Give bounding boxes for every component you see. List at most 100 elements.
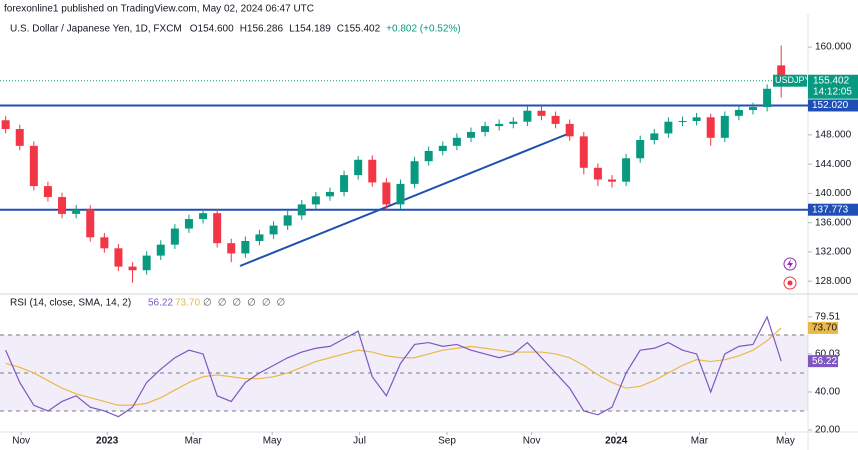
candle-body (410, 161, 419, 184)
last-price-box (808, 74, 858, 99)
header-value: H156.286 (240, 24, 284, 35)
candle-body (749, 107, 758, 110)
candle-body (156, 244, 165, 256)
x-tick-label: Nov (12, 436, 30, 447)
y-tick-label: 148.000 (815, 130, 852, 141)
candle-body (777, 65, 786, 81)
candle-body (227, 243, 236, 254)
alert-bolt (787, 259, 793, 269)
candle-body (255, 234, 264, 241)
y-tick-label: 132.000 (815, 247, 852, 258)
candle-body (678, 120, 687, 122)
rsi-value-label: 73.70 (812, 323, 837, 334)
y-tick-label: 60.03 (815, 349, 840, 360)
candle-body (128, 266, 137, 271)
candle-body (424, 150, 433, 162)
rsi-value-label: 56.22 (812, 356, 837, 367)
candle-body (340, 175, 349, 192)
rsi-line (5, 315, 782, 418)
candle-body (1, 120, 10, 130)
rsi-value: 56.22 (148, 298, 173, 309)
candle-body (537, 110, 546, 116)
rsi-line (5, 327, 782, 406)
candle-body (706, 117, 715, 138)
x-tick-label: Nov (523, 436, 541, 447)
y-tick-label: 144.000 (815, 159, 852, 170)
header-value: O154.600 (190, 24, 234, 35)
candle-body (763, 88, 772, 108)
candle-body (720, 115, 729, 138)
candle-body (241, 240, 250, 254)
header-value: +0.802 (+0.52%) (386, 24, 461, 35)
trendline (239, 132, 571, 267)
candle-body (58, 197, 67, 214)
candle-body (495, 123, 504, 127)
y-tick-label: 128.000 (815, 276, 852, 287)
candle-body (565, 123, 574, 137)
x-tick-label: 2023 (96, 436, 119, 447)
candle-body (311, 196, 320, 205)
chart-title: U.S. Dollar / Japanese Yen, 1D, FXCM (10, 24, 182, 35)
rsi-value-box (808, 321, 838, 334)
y-tick-label: 79.51 (815, 312, 840, 323)
candle-body (622, 158, 631, 182)
countdown-label: 14:12:05 (813, 86, 852, 97)
candle-body (142, 255, 151, 271)
candle-body (213, 213, 222, 244)
candle-body (636, 140, 645, 159)
price-label: 137.773 (812, 204, 849, 215)
candle-body (297, 204, 306, 216)
x-tick-label: Mar (691, 436, 709, 447)
last-price-label: 155.402 (813, 75, 850, 86)
candle-body (579, 136, 588, 168)
candle-body (72, 209, 81, 214)
candle-body (184, 219, 193, 229)
candle-body (650, 133, 659, 140)
candle-body (100, 237, 109, 249)
candle-body (269, 225, 278, 235)
candle-body (523, 110, 532, 122)
x-tick-label: May (776, 436, 795, 447)
candle-body (466, 131, 475, 138)
alert-icon[interactable] (783, 257, 797, 271)
header-value: C155.402 (337, 24, 381, 35)
candle-body (368, 159, 377, 183)
candle-body (452, 137, 461, 146)
y-tick-label: 160.000 (815, 42, 852, 53)
candle-body (170, 228, 179, 245)
candle-body (29, 145, 38, 187)
candle-body (593, 167, 602, 180)
rsi-value-box (808, 355, 838, 368)
y-tick-label: 40.00 (815, 387, 840, 398)
candle-body (382, 182, 391, 205)
y-tick-label: 20.00 (815, 425, 840, 436)
record-icon[interactable] (783, 276, 797, 290)
x-tick-label: 2024 (605, 436, 628, 447)
y-tick-label: 140.000 (815, 188, 852, 199)
candle-body (396, 183, 405, 205)
x-tick-label: May (263, 436, 282, 447)
y-tick-label: 136.000 (815, 217, 852, 228)
price-label: 152.020 (812, 100, 849, 111)
x-tick-label: Mar (185, 436, 203, 447)
symbol-box (773, 74, 807, 87)
price-label-box (808, 203, 858, 216)
candle-body (481, 126, 490, 132)
candle-body (43, 186, 52, 198)
x-tick-label: Sep (438, 436, 456, 447)
candle-body (509, 121, 518, 124)
na-icons: ∅∅∅∅∅∅ (203, 298, 291, 309)
x-tick-label: Jul (353, 436, 366, 447)
candle-body (607, 179, 616, 182)
record-dot (787, 280, 793, 286)
candle-body (692, 117, 701, 121)
candle-body (86, 209, 95, 238)
header-value: L154.189 (289, 24, 331, 35)
candle-body (734, 110, 743, 116)
candle-body (354, 159, 363, 176)
candle-body (664, 121, 673, 134)
rsi-title: RSI (14, close, SMA, 14, 2) (10, 298, 131, 309)
candle-body (283, 215, 292, 226)
